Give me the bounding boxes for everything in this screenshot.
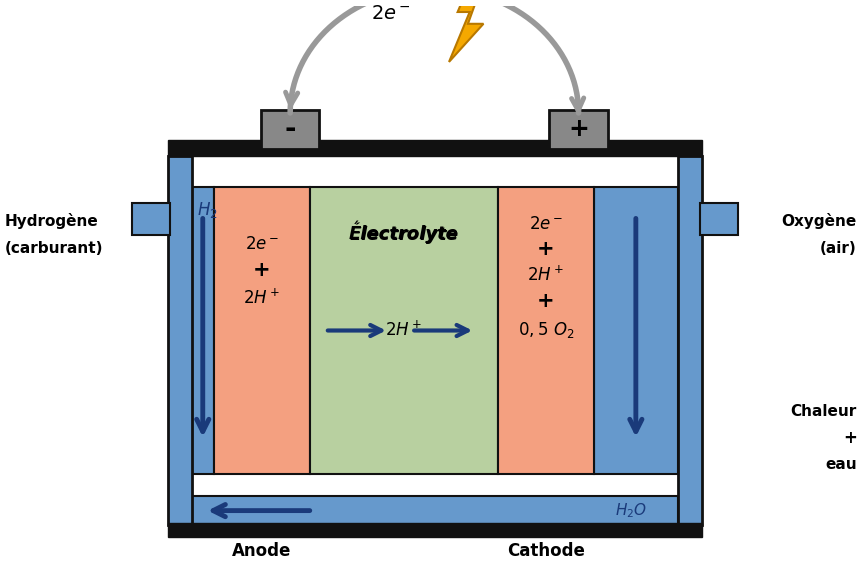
Bar <box>168 156 192 525</box>
Text: Cathode: Cathode <box>507 543 585 560</box>
Text: -: - <box>284 115 296 143</box>
Text: +: + <box>253 260 270 280</box>
Text: $2e^-$: $2e^-$ <box>529 215 563 233</box>
Bar <box>549 110 608 149</box>
Text: $0,5\ O_2$: $0,5\ O_2$ <box>517 320 574 340</box>
Text: $2H^+$: $2H^+$ <box>243 288 281 308</box>
Text: +: + <box>537 291 554 311</box>
Text: $H_2O$: $H_2O$ <box>616 501 647 520</box>
Text: Anode: Anode <box>232 543 291 560</box>
Text: Hydrogène: Hydrogène <box>4 213 98 229</box>
Text: +: + <box>843 429 857 447</box>
Text: +: + <box>537 238 554 258</box>
Bar <box>594 187 678 474</box>
Text: +: + <box>568 117 589 142</box>
Bar <box>310 187 498 474</box>
Text: eau: eau <box>825 457 857 472</box>
Polygon shape <box>449 0 487 62</box>
Bar <box>192 187 214 474</box>
Bar <box>700 203 738 236</box>
Text: Oxygène: Oxygène <box>782 213 857 229</box>
Bar <box>192 496 678 525</box>
Bar <box>261 110 319 149</box>
Text: $\'{E}$lectrolyte: $\'{E}$lectrolyte <box>349 219 459 246</box>
Text: $2e^-$: $2e^-$ <box>371 4 412 23</box>
Bar <box>214 187 310 474</box>
Text: $2H^+$: $2H^+$ <box>527 265 565 285</box>
Text: (air): (air) <box>820 241 857 256</box>
Text: $2e^-$: $2e^-$ <box>245 235 279 253</box>
Bar <box>168 523 702 537</box>
Bar <box>132 203 170 236</box>
Bar <box>678 156 702 525</box>
Text: $2H^+$: $2H^+$ <box>385 321 423 340</box>
Text: (carburant): (carburant) <box>4 241 102 256</box>
Bar <box>168 140 702 156</box>
Bar <box>498 187 594 474</box>
Text: $H_2$: $H_2$ <box>196 200 218 220</box>
Text: Chaleur: Chaleur <box>790 404 857 419</box>
Text: Électrolyte: Électrolyte <box>349 222 459 243</box>
